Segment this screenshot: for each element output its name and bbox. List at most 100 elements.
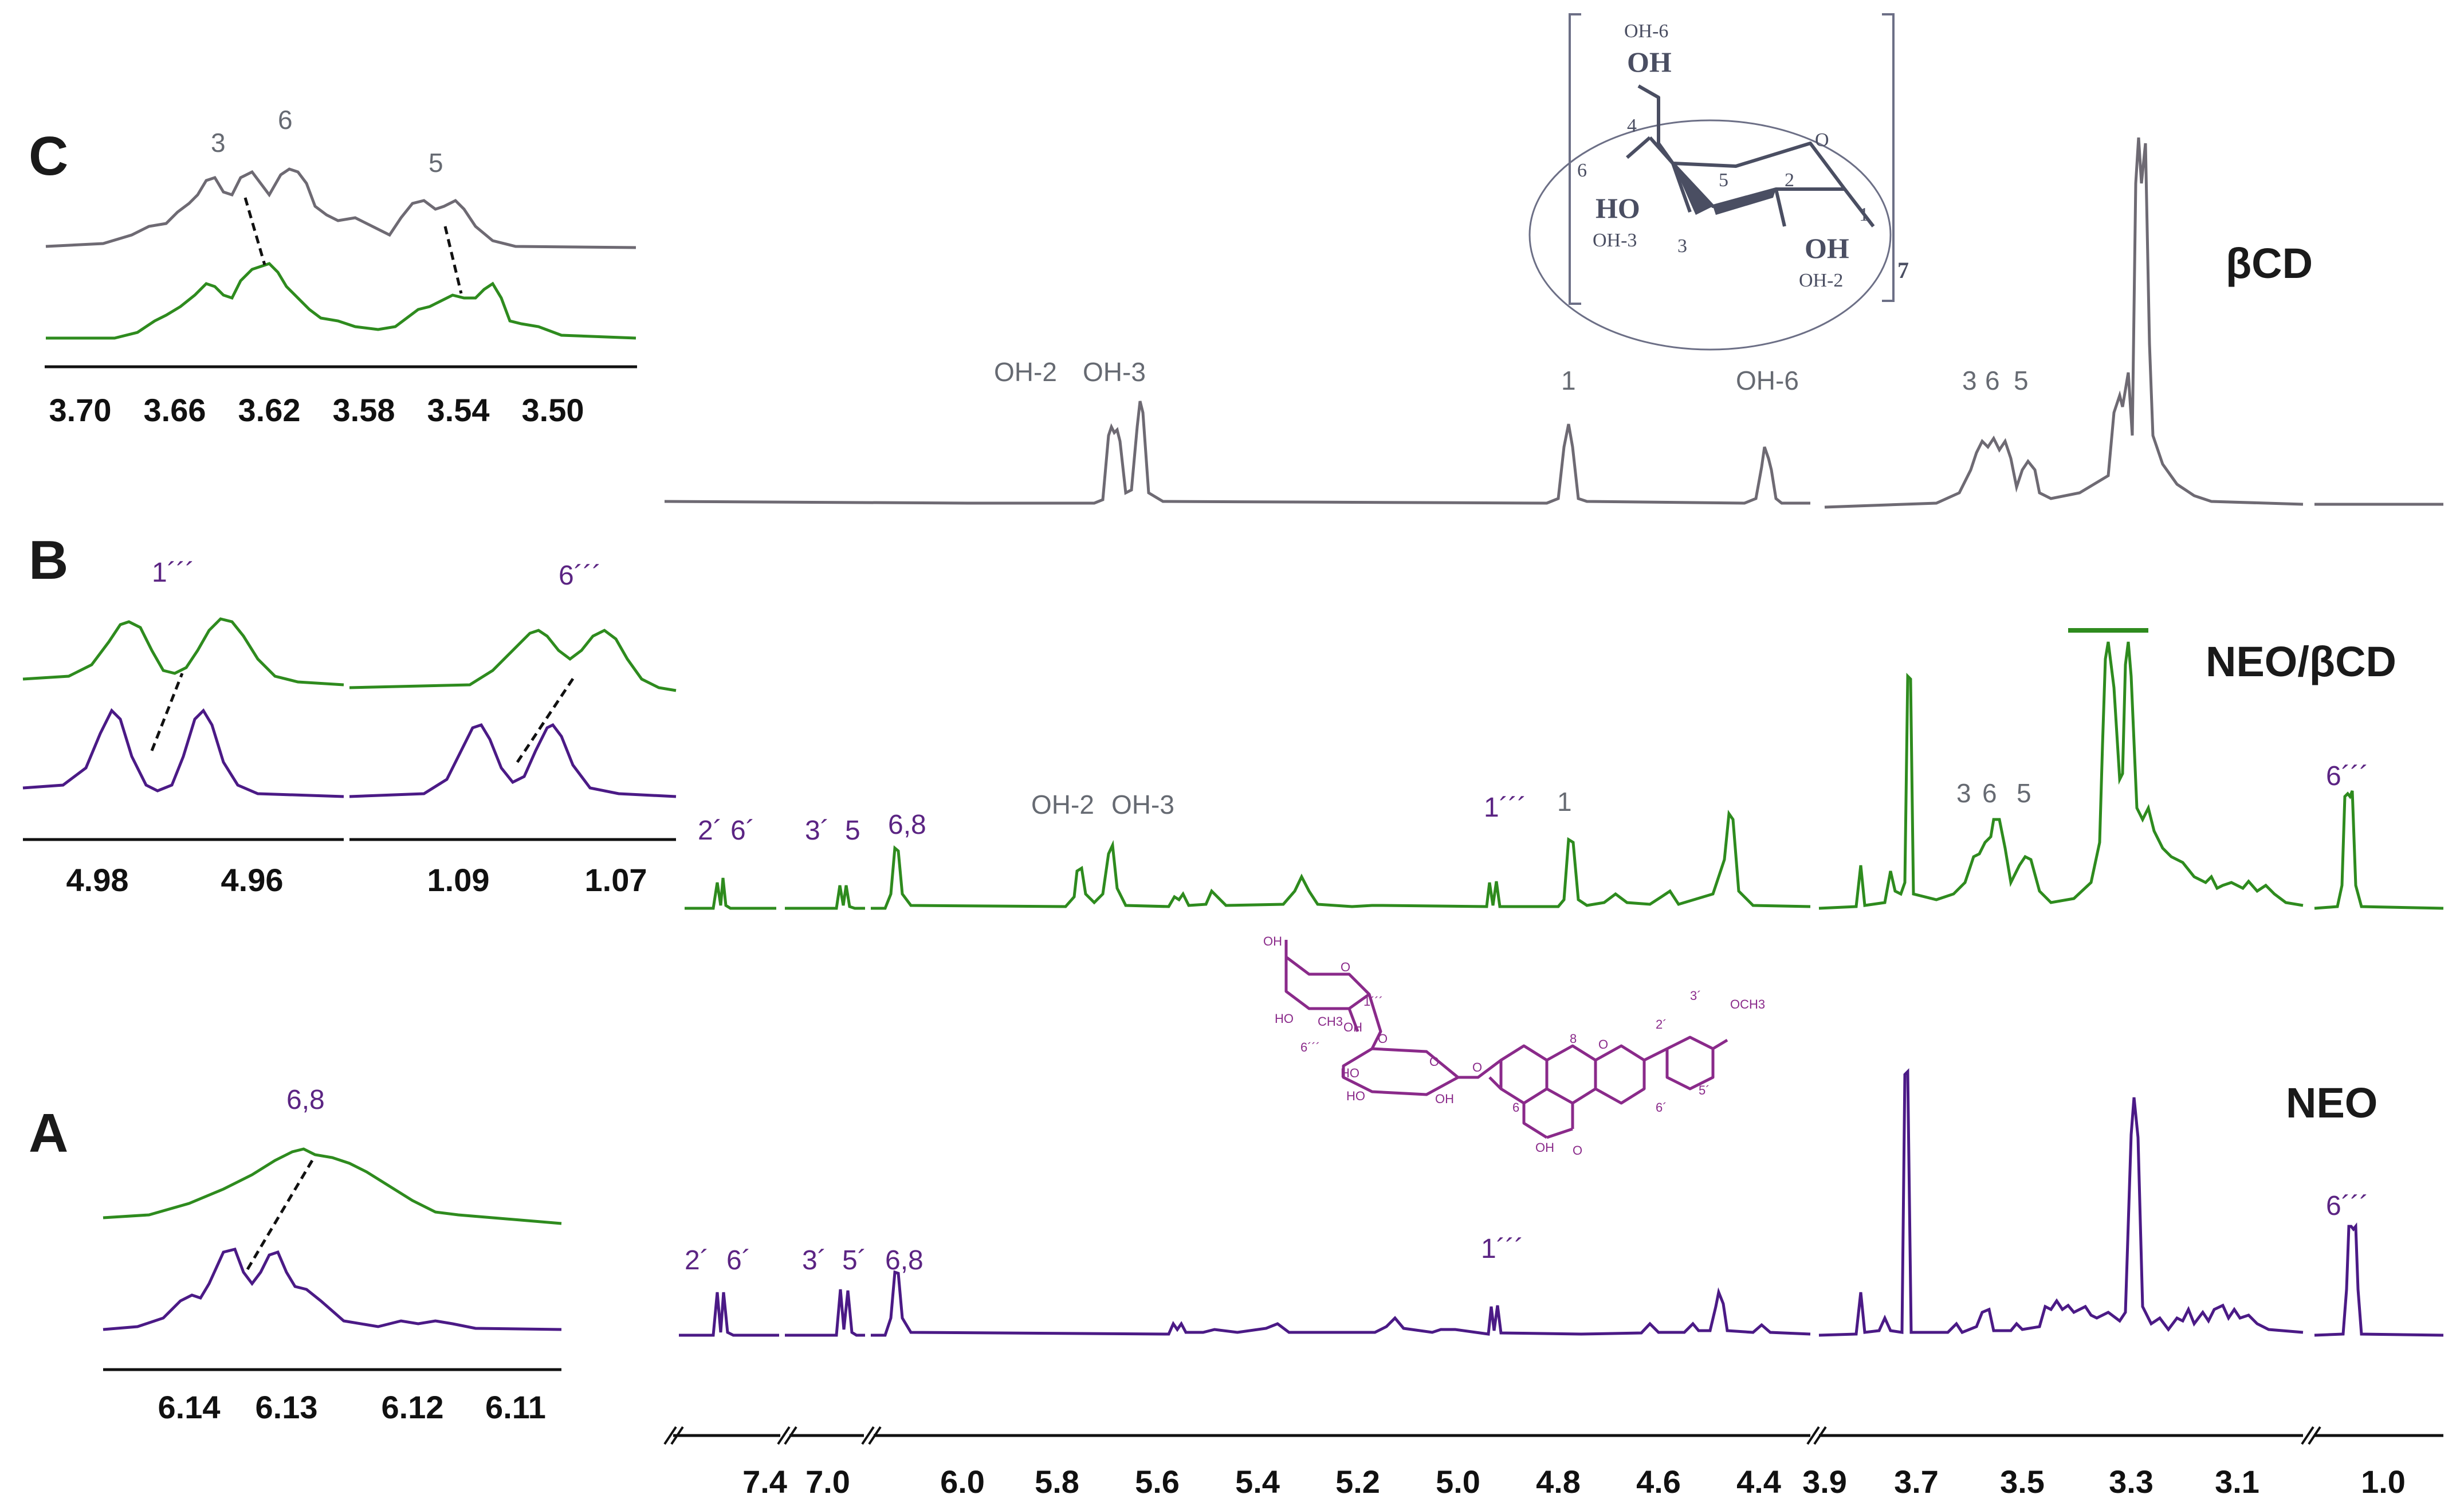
complex-label-2p: 2´ [698, 815, 722, 846]
neo-label-68: 6,8 [885, 1245, 923, 1276]
neo-label-1ppp: 1´´´ [1481, 1234, 1524, 1264]
inset-c-shift-line-2 [443, 226, 463, 294]
bcd-struct-oh-bottom: OH [1805, 232, 1849, 264]
inset-a-neo-trace [103, 1248, 562, 1331]
main-tick-3: 5.8 [1035, 1464, 1079, 1500]
inset-c-ticks: 3.70 3.66 3.62 3.58 3.54 3.50 [49, 392, 584, 428]
inset-b-right-tick-0: 1.09 [427, 862, 490, 898]
main-spectra: βCD NEO/βCD NEO 7.4 7.0 6.0 5.8 5.6 5.4 5.2 5.0… [663, 137, 2444, 1500]
series-name-complex: NEO/βCD [2206, 638, 2396, 685]
complex-label-68: 6,8 [888, 810, 926, 840]
neo-struct-oh-3: OH [1435, 1092, 1454, 1106]
series-name-neo: NEO [2286, 1079, 2377, 1127]
bcd-struct-o: O [1815, 130, 1829, 151]
inset-c-complex-trace [46, 262, 636, 340]
bcd-label-oh2: OH-2 [994, 357, 1057, 387]
inset-b-peak-6ppp: 6´´´ [559, 560, 602, 591]
complex-label-oh3: OH-3 [1111, 790, 1174, 819]
main-tick-15: 3.1 [2215, 1464, 2259, 1500]
main-tick-11: 3.9 [1802, 1464, 1847, 1500]
bcd-label-5: 5 [2014, 366, 2029, 395]
inset-b-right-tick-1: 1.07 [585, 862, 647, 898]
main-tick-5: 5.4 [1235, 1464, 1280, 1500]
inset-a-shift-line [246, 1156, 316, 1270]
inset-b-right-ticks: 1.09 1.07 [427, 862, 647, 898]
bcd-label-oh3: OH-3 [1083, 357, 1146, 387]
neo-struct-3p: 3´ [1690, 989, 1701, 1003]
inset-c-tick-1: 3.66 [144, 392, 206, 428]
bcd-trace [664, 137, 2443, 509]
main-tick-1: 7.0 [805, 1464, 850, 1500]
neo-trace [679, 1068, 2444, 1337]
inset-a: A 6,8 6.14 6.13 6.12 6.11 [29, 1085, 562, 1425]
neo-struct-5p: 5´ [1699, 1083, 1710, 1097]
neo-struct-ho-1: HO [1275, 1011, 1294, 1026]
bcd-struct-6: 6 [1577, 160, 1587, 181]
main-tick-6: 5.2 [1335, 1464, 1380, 1500]
bcd-structure: OH-6 OH 4 6 5 O 2 1 HO OH-3 3 OH OH-2 7 [1528, 13, 1909, 351]
panel-letter-c: C [29, 126, 68, 187]
complex-label-6p: 6´ [730, 815, 755, 846]
neo-struct-6ppp: 6´´´ [1300, 1040, 1320, 1054]
main-tick-13: 3.5 [2000, 1464, 2045, 1500]
neo-struct-oh-1: OH [1263, 934, 1282, 948]
complex-peak-labels: 2´ 6´ 3´ 5 6,8 OH-2 OH-3 1´´´ 1 3 6 5 6´… [698, 761, 2369, 846]
inset-a-tick-0: 6.14 [158, 1389, 221, 1425]
neo-label-6p: 6´ [726, 1245, 751, 1276]
bcd-label-1: 1 [1561, 366, 1576, 395]
main-axis-ticks: 7.4 7.0 6.0 5.8 5.6 5.4 5.2 5.0 4.8 4.6 4.4 3.9 3.7 3… [742, 1464, 2406, 1500]
neo-struct-o-2: O [1378, 1032, 1388, 1046]
complex-label-5: 5 [845, 815, 860, 846]
main-tick-10: 4.4 [1736, 1464, 1781, 1500]
neo-label-2p: 2´ [685, 1245, 709, 1276]
inset-c-tick-2: 3.62 [238, 392, 301, 428]
main-tick-9: 4.6 [1636, 1464, 1681, 1500]
inset-b-peak-1ppp: 1´´´ [152, 558, 195, 588]
neo-label-5p: 5´ [842, 1245, 867, 1276]
complex-label-oh2: OH-2 [1031, 790, 1094, 819]
main-tick-8: 4.8 [1536, 1464, 1581, 1500]
bcd-peak-labels: OH-2 OH-3 1 OH-6 3 6 5 [994, 357, 2029, 395]
neo-struct-oh-4: OH [1535, 1140, 1554, 1155]
main-tick-14: 3.3 [2109, 1464, 2153, 1500]
neo-struct-o-5: O [1598, 1037, 1608, 1052]
bcd-label-oh6: OH-6 [1736, 366, 1799, 395]
bcd-struct-4: 4 [1627, 115, 1637, 136]
neo-struct-o-4: O [1472, 1060, 1482, 1074]
bcd-struct-3: 3 [1677, 236, 1687, 257]
bcd-struct-5: 5 [1719, 170, 1728, 191]
neo-struct-1ppp: 1´´´ [1363, 994, 1383, 1009]
inset-c: C 3 6 5 3.70 3.66 3.62 3.58 3.54 3.50 [29, 105, 637, 428]
neo-label-6ppp: 6´´´ [2326, 1191, 2369, 1221]
inset-c-tick-4: 3.54 [427, 392, 490, 428]
bcd-struct-ho: HO [1595, 192, 1640, 224]
inset-c-tick-0: 3.70 [49, 392, 112, 428]
neo-label-3p: 3´ [802, 1245, 827, 1276]
inset-b-left-shift-line [150, 673, 184, 751]
inset-c-peak-3: 3 [211, 128, 226, 158]
neo-struct-8: 8 [1570, 1032, 1577, 1046]
inset-b-left-ticks: 4.98 4.96 [66, 862, 284, 898]
bcd-struct-oh2-label: OH-2 [1799, 270, 1843, 291]
inset-b: B 1´´´ 6´´´ 4.98 4.96 1.09 1.07 [22, 530, 677, 898]
inset-b-right-shift-line [516, 675, 576, 763]
neo-struct-o-3: O [1429, 1054, 1439, 1069]
neo-struct-ho-3: HO [1346, 1089, 1365, 1103]
inset-c-shift-line-1 [243, 197, 266, 265]
inset-b-left-neo-trace [22, 708, 344, 798]
main-tick-16: 1.0 [2361, 1464, 2406, 1500]
complex-label-3: 3 [1956, 778, 1971, 808]
neo-peak-labels: 2´ 6´ 3´ 5´ 6,8 1´´´ 6´´´ [685, 1191, 2369, 1276]
inset-a-ticks: 6.14 6.13 6.12 6.11 [158, 1389, 546, 1425]
bcd-struct-oh6-label: OH-6 [1624, 21, 1668, 42]
inset-a-tick-2: 6.12 [382, 1389, 444, 1425]
neo-struct-ho-2: HO [1341, 1066, 1359, 1080]
panel-letter-b: B [29, 530, 68, 591]
inset-a-complex-trace [103, 1147, 562, 1225]
bcd-struct-oh3-label: OH-3 [1593, 230, 1637, 251]
complex-trace [685, 641, 2444, 910]
main-tick-12: 3.7 [1894, 1464, 1939, 1500]
neo-struct-o-1: O [1341, 960, 1350, 974]
axis-break-marks [663, 1426, 2321, 1445]
